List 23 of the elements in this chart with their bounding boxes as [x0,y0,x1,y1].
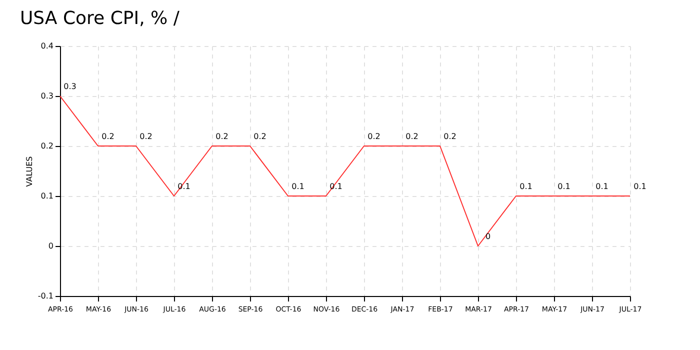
line-series [60,96,630,246]
data-label: 0 [485,232,491,241]
chart-title: USA Core CPI, % / [20,8,180,29]
data-label: 0.1 [634,182,646,191]
data-label: 0.1 [558,182,570,191]
data-label: 0.3 [64,82,76,91]
y-tick-label: 0.4 [40,42,54,50]
y-tick-label: 0.1 [40,192,54,200]
data-label: 0.2 [254,132,266,141]
y-axis-title: VALUES [24,156,34,187]
data-label: 0.2 [406,132,418,141]
data-label: 0.2 [102,132,114,141]
y-tick-label: 0 [48,242,54,250]
y-tick-label: 0.2 [40,142,54,150]
data-label: 0.2 [368,132,380,141]
data-label: 0.1 [292,182,304,191]
data-label: 0.2 [444,132,456,141]
data-label: 0.2 [216,132,228,141]
y-tick-label: 0.3 [40,92,54,100]
data-label: 0.1 [596,182,608,191]
data-label: 0.1 [520,182,532,191]
data-label: 0.2 [140,132,152,141]
y-tick-label: -0.1 [38,292,54,300]
